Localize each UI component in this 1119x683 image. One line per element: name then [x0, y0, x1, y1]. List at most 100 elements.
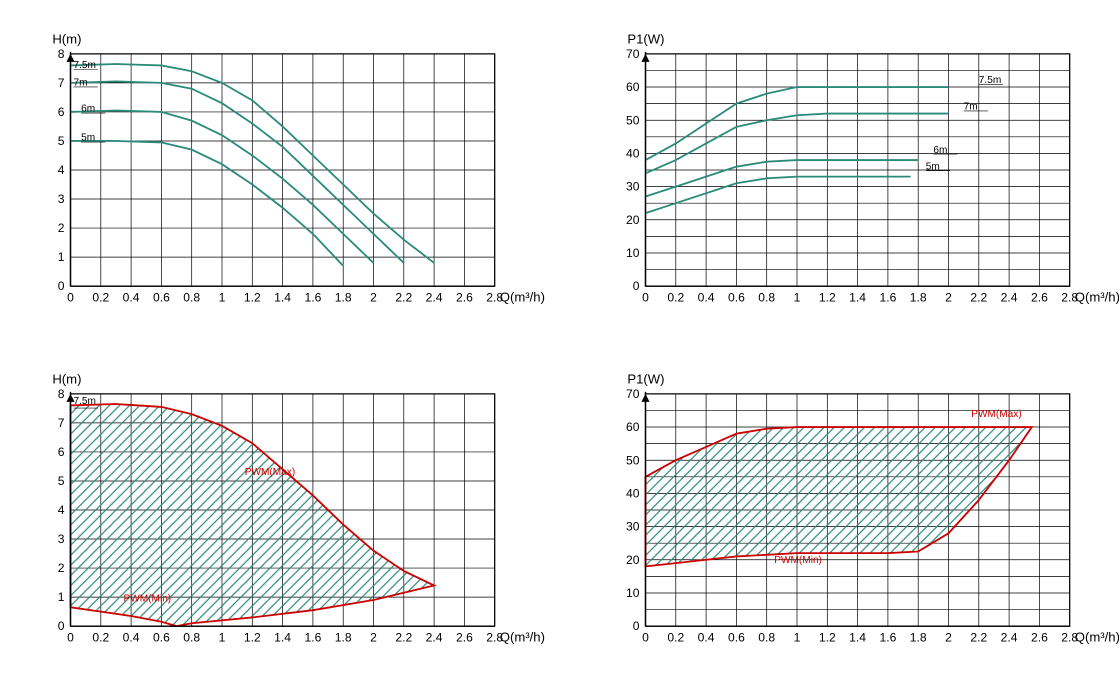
svg-text:3: 3 — [58, 192, 65, 206]
svg-text:1.8: 1.8 — [910, 290, 927, 304]
svg-text:2: 2 — [370, 290, 377, 304]
svg-text:40: 40 — [626, 146, 640, 160]
chart-tl: 00.20.40.60.811.21.41.61.822.22.42.62.80… — [20, 20, 525, 320]
svg-text:1.2: 1.2 — [244, 290, 261, 304]
svg-text:0.4: 0.4 — [698, 290, 715, 304]
svg-text:5: 5 — [58, 134, 65, 148]
svg-text:PWM(Min): PWM(Min) — [774, 555, 822, 566]
svg-text:0: 0 — [633, 619, 640, 633]
svg-text:PWM(Max): PWM(Max) — [971, 409, 1021, 420]
svg-text:20: 20 — [626, 553, 640, 567]
svg-text:0.8: 0.8 — [758, 630, 775, 644]
chart-panel: 00.20.40.60.811.21.41.61.822.22.42.62.80… — [595, 20, 1100, 320]
svg-text:PWM(Min): PWM(Min) — [124, 593, 172, 604]
y-axis-title: P1(W) — [627, 372, 664, 387]
svg-text:0.6: 0.6 — [153, 290, 170, 304]
svg-text:0.6: 0.6 — [728, 630, 745, 644]
chart-br: 00.20.40.60.811.21.41.61.822.22.42.62.80… — [595, 360, 1100, 660]
svg-text:7: 7 — [58, 416, 65, 430]
svg-text:70: 70 — [626, 387, 640, 401]
y-axis-title: P1(W) — [627, 32, 664, 47]
curve-7m — [71, 81, 404, 262]
svg-text:1.6: 1.6 — [879, 290, 896, 304]
svg-text:0.6: 0.6 — [153, 630, 170, 644]
svg-text:1.4: 1.4 — [274, 290, 291, 304]
svg-text:5: 5 — [58, 474, 65, 488]
svg-text:1: 1 — [794, 630, 801, 644]
svg-text:0.2: 0.2 — [667, 630, 684, 644]
svg-text:0.4: 0.4 — [123, 290, 140, 304]
svg-text:2: 2 — [58, 561, 65, 575]
svg-text:7.5m: 7.5m — [74, 396, 96, 407]
chart-bl: 00.20.40.60.811.21.41.61.822.22.42.62.80… — [20, 360, 525, 660]
svg-text:2.6: 2.6 — [1031, 290, 1048, 304]
svg-text:2: 2 — [370, 630, 377, 644]
svg-text:1: 1 — [219, 630, 226, 644]
svg-text:0.8: 0.8 — [183, 290, 200, 304]
svg-text:1: 1 — [58, 250, 65, 264]
svg-text:0: 0 — [58, 619, 65, 633]
svg-text:2.4: 2.4 — [426, 630, 443, 644]
svg-text:2: 2 — [945, 630, 952, 644]
svg-text:2.6: 2.6 — [456, 630, 473, 644]
svg-text:0.2: 0.2 — [92, 630, 109, 644]
svg-text:1.4: 1.4 — [849, 290, 866, 304]
svg-text:0.2: 0.2 — [667, 290, 684, 304]
svg-text:8: 8 — [58, 47, 65, 61]
svg-text:1.6: 1.6 — [879, 630, 896, 644]
svg-text:2.2: 2.2 — [970, 630, 987, 644]
svg-text:60: 60 — [626, 420, 640, 434]
svg-text:2.2: 2.2 — [395, 630, 412, 644]
svg-text:30: 30 — [626, 180, 640, 194]
svg-text:1.4: 1.4 — [274, 630, 291, 644]
svg-text:50: 50 — [626, 113, 640, 127]
svg-text:6: 6 — [58, 105, 65, 119]
svg-text:1.8: 1.8 — [910, 630, 927, 644]
svg-text:8: 8 — [58, 387, 65, 401]
svg-text:30: 30 — [626, 520, 640, 534]
svg-text:0.6: 0.6 — [728, 290, 745, 304]
svg-text:50: 50 — [626, 453, 640, 467]
svg-text:1.6: 1.6 — [304, 630, 321, 644]
svg-text:2.2: 2.2 — [395, 290, 412, 304]
svg-text:1.8: 1.8 — [335, 290, 352, 304]
chart-panel: 00.20.40.60.811.21.41.61.822.22.42.62.80… — [595, 360, 1100, 660]
svg-text:4: 4 — [58, 163, 65, 177]
svg-text:60: 60 — [626, 80, 640, 94]
svg-text:70: 70 — [626, 47, 640, 61]
svg-text:0: 0 — [67, 290, 74, 304]
svg-text:2.6: 2.6 — [456, 290, 473, 304]
svg-text:7: 7 — [58, 76, 65, 90]
x-axis-title: Q(m³/h) — [1075, 289, 1119, 304]
svg-text:6: 6 — [58, 445, 65, 459]
svg-text:1.6: 1.6 — [304, 290, 321, 304]
svg-text:10: 10 — [626, 246, 640, 260]
svg-text:2: 2 — [58, 221, 65, 235]
chart-panel: 00.20.40.60.811.21.41.61.822.22.42.62.80… — [20, 20, 525, 320]
svg-text:1.2: 1.2 — [244, 630, 261, 644]
svg-text:1.2: 1.2 — [819, 290, 836, 304]
svg-text:2.4: 2.4 — [1001, 290, 1018, 304]
svg-text:0: 0 — [58, 279, 65, 293]
svg-text:0.8: 0.8 — [183, 630, 200, 644]
svg-text:40: 40 — [626, 486, 640, 500]
svg-text:0: 0 — [633, 279, 640, 293]
x-axis-title: Q(m³/h) — [1075, 629, 1119, 644]
svg-text:1: 1 — [219, 290, 226, 304]
svg-text:2.4: 2.4 — [426, 290, 443, 304]
svg-text:0: 0 — [642, 290, 649, 304]
svg-text:2.6: 2.6 — [1031, 630, 1048, 644]
svg-text:0: 0 — [67, 630, 74, 644]
chart-panel: 00.20.40.60.811.21.41.61.822.22.42.62.80… — [20, 360, 525, 660]
svg-text:2: 2 — [945, 290, 952, 304]
svg-text:3: 3 — [58, 532, 65, 546]
svg-text:0.4: 0.4 — [123, 630, 140, 644]
chart-tr: 00.20.40.60.811.21.41.61.822.22.42.62.80… — [595, 20, 1100, 320]
curve-5m — [71, 141, 344, 266]
svg-text:1.4: 1.4 — [849, 630, 866, 644]
svg-text:1: 1 — [794, 290, 801, 304]
svg-text:PWM(Max): PWM(Max) — [245, 467, 295, 478]
svg-text:1.8: 1.8 — [335, 630, 352, 644]
svg-text:10: 10 — [626, 586, 640, 600]
y-axis-title: H(m) — [52, 32, 81, 47]
